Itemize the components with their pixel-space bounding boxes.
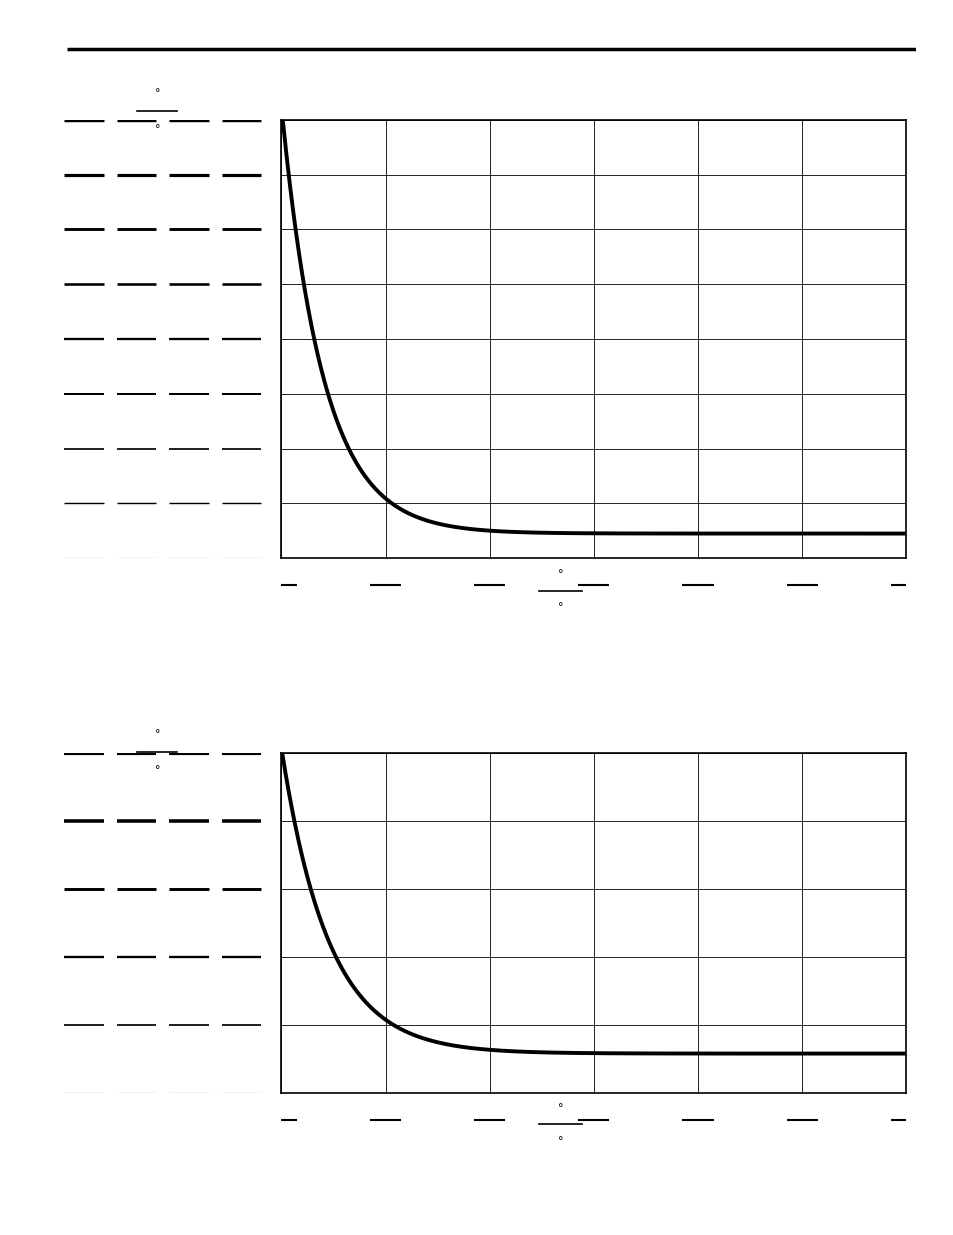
Text: °: ° (558, 603, 562, 613)
Text: °: ° (558, 1136, 562, 1146)
Text: °: ° (154, 764, 160, 774)
Text: °: ° (154, 89, 160, 99)
Text: °: ° (558, 569, 562, 579)
Text: °: ° (154, 124, 160, 133)
Text: °: ° (558, 1103, 562, 1113)
Text: °: ° (154, 730, 160, 740)
